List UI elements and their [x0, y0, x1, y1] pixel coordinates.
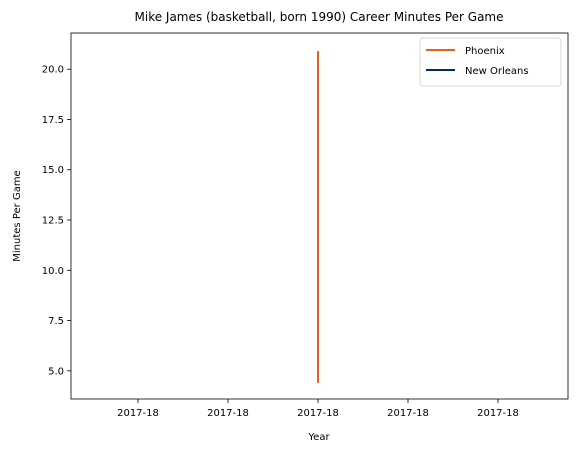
legend-entry: New Orleans — [465, 66, 529, 77]
legend: Phoenix New Orleans — [419, 37, 562, 87]
y-tick-label: 17.5 — [42, 115, 64, 126]
plot-area — [70, 32, 569, 400]
x-tick-label: 2017-18 — [207, 408, 249, 419]
chart-title: Mike James (basketball, born 1990) Caree… — [135, 10, 504, 24]
legend-frame — [419, 37, 562, 87]
x-tick-label: 2017-18 — [477, 408, 519, 419]
x-tick-label: 2017-18 — [387, 408, 429, 419]
x-tick-label: 2017-18 — [117, 408, 159, 419]
y-axis: 5.0 7.5 10.0 12.5 15.0 17.5 20.0 — [42, 65, 71, 377]
y-tick-label: 15.0 — [42, 165, 64, 176]
y-tick-label: 5.0 — [48, 366, 64, 377]
y-tick-label: 12.5 — [42, 216, 64, 227]
y-axis-label: Minutes Per Game — [12, 170, 23, 261]
y-tick-label: 10.0 — [42, 266, 64, 277]
x-axis: 2017-18 2017-18 2017-18 2017-18 2017-18 — [117, 399, 519, 419]
x-tick-label: 2017-18 — [297, 408, 339, 419]
legend-entry: Phoenix — [465, 46, 505, 57]
y-tick-label: 20.0 — [42, 65, 64, 76]
y-tick-label: 7.5 — [48, 316, 64, 327]
x-axis-label: Year — [307, 432, 330, 443]
